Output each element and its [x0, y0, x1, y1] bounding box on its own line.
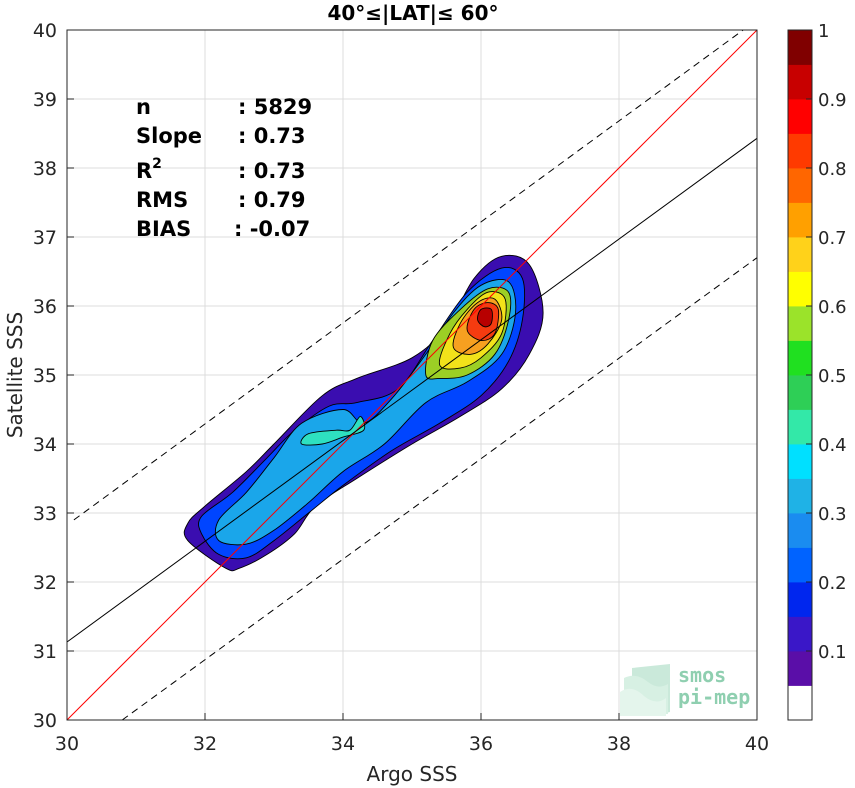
regression-line — [66, 137, 758, 643]
colorbar-tick-label: 0.5 — [818, 366, 847, 387]
stat-label: BIAS — [136, 217, 191, 241]
y-tick-label: 35 — [33, 365, 57, 387]
y-tick-label: 30 — [33, 710, 57, 732]
y-tick-label: 32 — [33, 572, 57, 594]
y-axis-ticks: 30 31 32 33 34 35 36 37 38 39 40 — [33, 20, 74, 732]
colorbar-segment — [788, 616, 812, 652]
colorbar-ticks: 0.1 0.2 0.3 0.4 0.5 0.6 0.7 0.8 0.9 1 — [806, 21, 847, 663]
upper-bound-line — [73, 29, 744, 521]
y-tick-label: 31 — [33, 641, 57, 663]
y-tick-label: 39 — [33, 89, 57, 111]
wave-logo-icon — [620, 664, 670, 716]
x-axis-ticks: 30 32 34 36 38 40 — [55, 713, 769, 755]
colorbar-tick-label: 0.2 — [818, 573, 847, 594]
x-tick-label: 40 — [745, 733, 769, 755]
stat-value: : 0.73 — [238, 159, 306, 183]
x-tick-label: 36 — [469, 733, 493, 755]
chart-title: 40°≤|LAT|≤ 60° — [327, 1, 498, 25]
colorbar-segment — [788, 478, 812, 514]
y-tick-label: 33 — [33, 503, 57, 525]
colorbar-segment — [788, 582, 812, 617]
colorbar-segment — [788, 409, 812, 445]
y-tick-label: 38 — [33, 158, 57, 180]
colorbar — [788, 30, 812, 721]
x-tick-label: 34 — [331, 733, 355, 755]
colorbar-tick-label: 0.3 — [818, 504, 847, 525]
stat-value: : 0.73 — [238, 124, 306, 148]
y-tick-label: 37 — [33, 227, 57, 249]
colorbar-segment — [788, 306, 812, 341]
colorbar-tick-label: 0.6 — [818, 297, 847, 318]
lower-bound-line — [121, 257, 758, 721]
colorbar-segment — [788, 30, 812, 65]
y-tick-label: 34 — [33, 434, 57, 456]
stat-label: Slope — [136, 124, 202, 148]
contour-level-0.35 — [300, 415, 366, 446]
stat-label: n — [136, 95, 151, 119]
y-axis-label: Satellite SSS — [3, 312, 27, 438]
stat-value: : 0.79 — [238, 188, 306, 212]
colorbar-segment — [788, 547, 812, 583]
colorbar-segment — [788, 685, 812, 721]
logo-line2: pi-mep — [678, 685, 750, 709]
stat-value: : -0.07 — [234, 217, 310, 241]
x-axis-label: Argo SSS — [367, 762, 458, 786]
colorbar-tick-label: 0.1 — [818, 642, 847, 663]
colorbar-tick-label: 0.7 — [818, 228, 847, 249]
colorbar-segment — [788, 271, 812, 307]
contour-level-0.95 — [477, 307, 493, 328]
colorbar-tick-label: 0.8 — [818, 159, 847, 180]
y-tick-label: 36 — [33, 296, 57, 318]
colorbar-tick-label: 0.4 — [818, 435, 847, 456]
colorbar-segment — [788, 64, 812, 100]
stat-label: RMS — [136, 188, 188, 212]
stat-superscript: 2 — [152, 156, 162, 172]
one-to-one-line — [66, 29, 758, 721]
colorbar-segment — [788, 651, 812, 686]
colorbar-tick-label: 1 — [818, 21, 829, 42]
x-tick-label: 30 — [55, 733, 79, 755]
stat-value: : 5829 — [238, 95, 312, 119]
colorbar-segment — [788, 513, 812, 548]
x-tick-label: 38 — [607, 733, 631, 755]
logo-line1: smos — [678, 663, 726, 687]
colorbar-tick-label: 0.9 — [818, 90, 847, 111]
colorbar-segment — [788, 340, 812, 376]
y-tick-label: 40 — [33, 20, 57, 42]
colorbar-segment — [788, 202, 812, 238]
colorbar-segment — [788, 237, 812, 272]
colorbar-segment — [788, 99, 812, 134]
reference-lines — [66, 29, 758, 721]
colorbar-segment — [788, 375, 812, 410]
colorbar-segment — [788, 133, 812, 169]
colorbar-segment — [788, 168, 812, 203]
smos-pi-mep-logo: smos pi-mep — [620, 663, 750, 716]
colorbar-segment — [788, 444, 812, 479]
x-tick-label: 32 — [193, 733, 217, 755]
